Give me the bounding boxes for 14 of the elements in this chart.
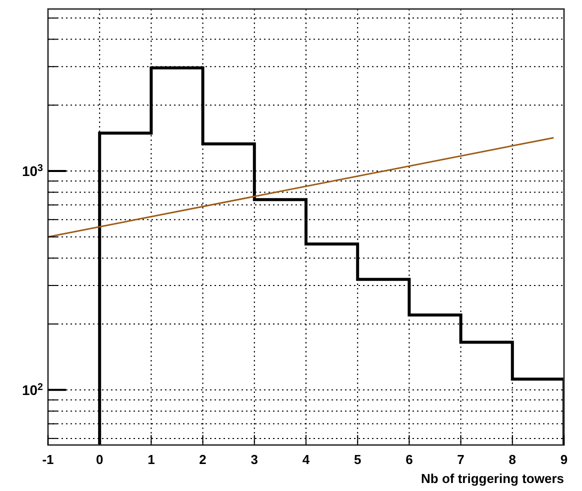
x-axis-title: Nb of triggering towers [421, 471, 564, 486]
x-tick-label: 5 [354, 452, 362, 467]
y-tick-label: 10$^{2}$ [22, 381, 44, 398]
x-tick-label: -1 [42, 452, 54, 467]
x-tick-label: 3 [250, 452, 258, 467]
x-tick-label: 2 [199, 452, 206, 467]
x-tick-label: 9 [560, 452, 568, 467]
x-tick-label: 0 [96, 452, 104, 467]
x-tick-label: 8 [508, 452, 516, 467]
x-tick-label: 7 [457, 452, 464, 467]
y-tick-label: 10$^{3}$ [22, 162, 44, 180]
x-tick-label: 1 [148, 452, 155, 467]
x-tick-label: 6 [406, 452, 413, 467]
x-tick-label: 4 [302, 452, 310, 467]
